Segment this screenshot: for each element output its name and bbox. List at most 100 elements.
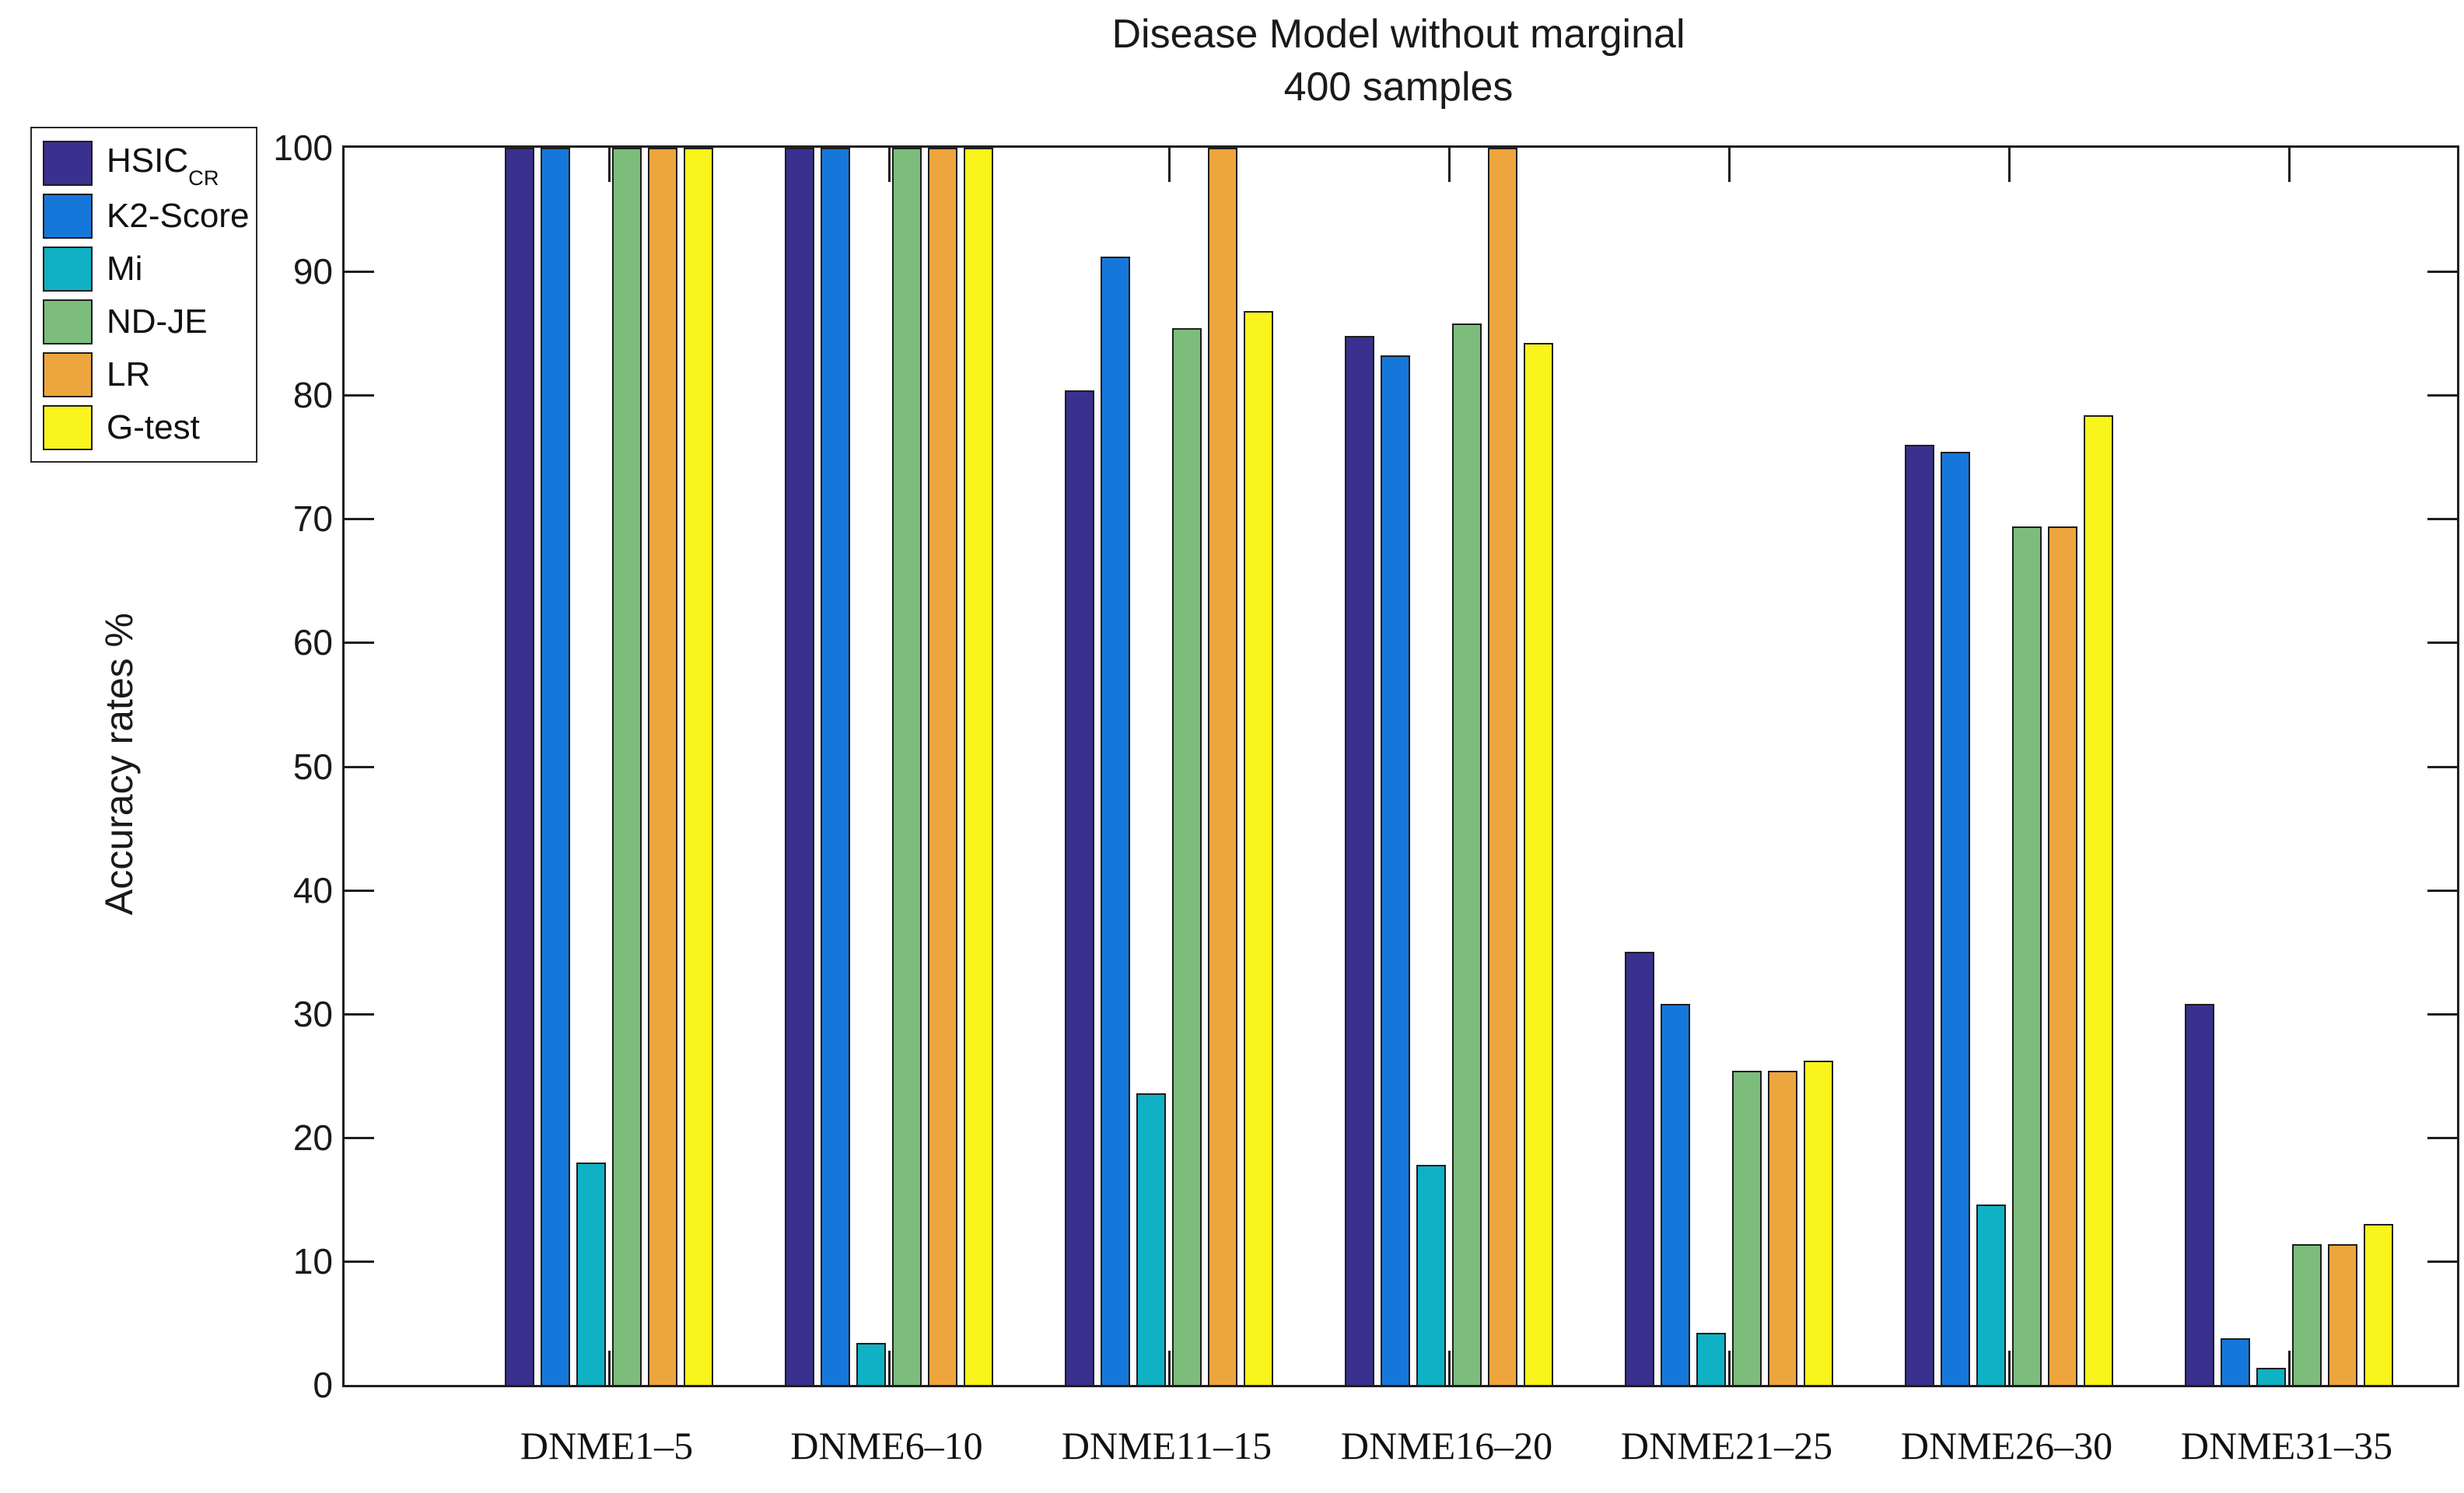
bar-Mi-DNME21–25 <box>1696 1333 1726 1385</box>
x-category-label: DNME1–5 <box>520 1424 694 1467</box>
y-tick-mark-right <box>2427 271 2457 274</box>
bar-HSIC_CR-DNME16–20 <box>1345 335 1374 1385</box>
y-tick-mark <box>345 1260 374 1263</box>
y-tick-mark-right <box>2427 1012 2457 1016</box>
bar-ND-JE-DNME6–10 <box>892 148 922 1385</box>
legend-item-K2-Score: K2-Score <box>32 192 256 240</box>
bar-Mi-DNME1–5 <box>576 1162 606 1385</box>
y-tick-mark <box>345 1012 374 1016</box>
legend-item-ND-JE: ND-JE <box>32 298 256 346</box>
legend-item-G-test: G-test <box>32 404 256 452</box>
y-tick-label: 40 <box>292 869 333 911</box>
y-tick-mark-right <box>2427 394 2457 397</box>
x-category-label: DNME26–30 <box>1900 1424 2113 1467</box>
x-tick-mark-top <box>608 148 611 182</box>
bar-HSIC_CR-DNME21–25 <box>1625 952 1654 1385</box>
x-tick-mark-top <box>888 148 891 182</box>
y-tick-label: 0 <box>313 1365 333 1405</box>
legend-label-subscript: CR <box>188 166 219 191</box>
y-tick-mark <box>345 889 374 892</box>
bar-HSIC_CR-DNME26–30 <box>1905 444 1934 1385</box>
y-tick-mark <box>345 394 374 397</box>
x-tick-mark-bottom <box>888 1351 891 1385</box>
legend-swatch-G-test <box>43 405 93 450</box>
y-tick-label: 20 <box>292 1117 333 1158</box>
x-tick-mark-bottom <box>2288 1351 2291 1385</box>
x-tick-mark-bottom <box>608 1351 611 1385</box>
bar-ND-JE-DNME11–15 <box>1172 328 1202 1385</box>
y-axis-label: Accuracy rates % <box>97 612 141 915</box>
bar-HSIC_CR-DNME1–5 <box>505 148 534 1385</box>
bar-LR-DNME21–25 <box>1768 1070 1797 1385</box>
bar-G-test-DNME16–20 <box>1524 343 1553 1385</box>
bar-cluster-2 <box>785 148 993 1385</box>
bar-ND-JE-DNME31–35 <box>2292 1243 2322 1385</box>
bar-LR-DNME26–30 <box>2048 526 2077 1385</box>
bar-G-test-DNME31–35 <box>2364 1224 2393 1385</box>
x-tick-mark-bottom <box>1448 1351 1451 1385</box>
y-tick-label: 50 <box>292 746 333 787</box>
bar-Mi-DNME31–35 <box>2256 1367 2286 1385</box>
x-category-label: DNME16–20 <box>1340 1424 1553 1467</box>
bar-LR-DNME1–5 <box>648 148 677 1385</box>
bar-HSIC_CR-DNME11–15 <box>1065 390 1094 1385</box>
bar-Mi-DNME6–10 <box>856 1342 886 1385</box>
y-tick-mark <box>345 642 374 645</box>
legend-item-LR: LR <box>32 351 256 399</box>
x-tick-mark-bottom <box>1728 1351 1731 1385</box>
y-tick-label: 100 <box>273 128 333 168</box>
y-tick-label: 60 <box>292 622 333 663</box>
bar-cluster-1 <box>505 148 713 1385</box>
bar-LR-DNME11–15 <box>1208 148 1237 1385</box>
y-tick-mark-right <box>2427 1136 2457 1139</box>
bar-K2-Score-DNME26–30 <box>1941 452 1970 1385</box>
y-tick-mark-right <box>2427 642 2457 645</box>
legend-label-G-test: G-test <box>107 408 200 446</box>
bar-G-test-DNME1–5 <box>684 148 713 1385</box>
x-category-label: DNME31–35 <box>2180 1424 2393 1467</box>
y-tick-mark-right <box>2427 1260 2457 1263</box>
bar-cluster-4 <box>1345 148 1553 1385</box>
bar-cluster-7 <box>2185 148 2393 1385</box>
x-tick-mark-top <box>2008 148 2011 182</box>
legend-label-K2-Score: K2-Score <box>107 197 250 235</box>
y-tick-label: 80 <box>292 375 333 416</box>
legend-label-LR: LR <box>107 355 151 393</box>
y-tick-mark <box>345 271 374 274</box>
x-tick-mark-bottom <box>1168 1351 1171 1385</box>
bar-K2-Score-DNME31–35 <box>2221 1337 2250 1385</box>
x-category-label: DNME21–25 <box>1620 1424 1833 1467</box>
x-category-label: DNME6–10 <box>790 1424 983 1467</box>
bar-Mi-DNME11–15 <box>1136 1093 1166 1385</box>
bar-Mi-DNME16–20 <box>1416 1164 1446 1385</box>
chart-title: Disease Model without marginal <box>1111 12 1685 57</box>
legend: HSICCR K2-Score Mi ND-JE LR G-test <box>30 127 257 463</box>
legend-item-Mi: Mi <box>32 245 256 293</box>
x-tick-mark-bottom <box>2008 1351 2011 1385</box>
bar-HSIC_CR-DNME6–10 <box>785 148 814 1385</box>
legend-label-ND-JE: ND-JE <box>107 302 208 341</box>
bar-G-test-DNME26–30 <box>2084 414 2113 1385</box>
y-tick-mark-right <box>2427 765 2457 768</box>
x-tick-mark-top <box>1448 148 1451 182</box>
y-tick-mark <box>345 518 374 521</box>
y-tick-label: 70 <box>292 498 333 540</box>
legend-label-HSIC_CR: HSICCR <box>107 141 219 191</box>
legend-label-Mi: Mi <box>107 250 143 288</box>
bar-K2-Score-DNME1–5 <box>541 148 570 1385</box>
y-tick-label: 10 <box>292 1240 333 1281</box>
legend-swatch-K2-Score <box>43 194 93 239</box>
bar-cluster-6 <box>1905 148 2113 1385</box>
bar-K2-Score-DNME16–20 <box>1381 355 1410 1385</box>
bar-ND-JE-DNME16–20 <box>1452 323 1482 1385</box>
bar-ND-JE-DNME26–30 <box>2012 526 2042 1385</box>
bar-G-test-DNME6–10 <box>964 148 993 1385</box>
bar-ND-JE-DNME1–5 <box>612 148 642 1385</box>
bar-K2-Score-DNME6–10 <box>821 148 850 1385</box>
bar-G-test-DNME21–25 <box>1804 1061 1833 1385</box>
y-tick-mark <box>345 765 374 768</box>
bar-LR-DNME16–20 <box>1488 148 1517 1385</box>
x-tick-mark-top <box>2288 148 2291 182</box>
legend-swatch-HSIC_CR <box>43 141 93 186</box>
